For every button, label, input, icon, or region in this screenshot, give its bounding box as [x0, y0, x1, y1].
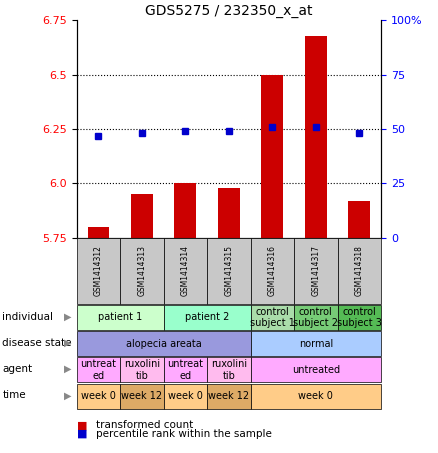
- Text: alopecia areata: alopecia areata: [126, 338, 201, 349]
- Bar: [77, 357, 120, 382]
- Text: time: time: [2, 390, 26, 400]
- Bar: [349, 201, 370, 238]
- Text: week 12: week 12: [208, 391, 249, 401]
- Bar: [207, 357, 251, 382]
- Bar: [164, 305, 251, 330]
- Text: ▶: ▶: [64, 338, 71, 348]
- Text: ■: ■: [77, 420, 87, 430]
- Text: control
subject 2: control subject 2: [293, 307, 338, 328]
- Text: ■: ■: [77, 429, 87, 439]
- Text: GSM1414317: GSM1414317: [311, 245, 320, 296]
- Bar: [120, 384, 164, 409]
- Bar: [338, 238, 381, 304]
- Text: control
subject 1: control subject 1: [250, 307, 295, 328]
- Bar: [88, 227, 109, 238]
- Text: week 12: week 12: [121, 391, 162, 401]
- Text: ruxolini
tib: ruxolini tib: [211, 359, 247, 381]
- Text: control
subject 3: control subject 3: [337, 307, 382, 328]
- Bar: [294, 305, 338, 330]
- Bar: [164, 357, 207, 382]
- Bar: [338, 305, 381, 330]
- Bar: [261, 75, 283, 238]
- Text: untreated: untreated: [292, 365, 340, 375]
- Bar: [305, 36, 327, 238]
- Bar: [120, 357, 164, 382]
- Text: ruxolini
tib: ruxolini tib: [124, 359, 160, 381]
- Text: percentile rank within the sample: percentile rank within the sample: [96, 429, 272, 439]
- Bar: [77, 331, 251, 356]
- Text: ▶: ▶: [64, 390, 71, 400]
- Text: GSM1414314: GSM1414314: [181, 245, 190, 296]
- Text: week 0: week 0: [81, 391, 116, 401]
- Bar: [251, 331, 381, 356]
- Text: GSM1414318: GSM1414318: [355, 245, 364, 296]
- Bar: [174, 183, 196, 238]
- Text: ▶: ▶: [64, 312, 71, 322]
- Text: patient 1: patient 1: [98, 312, 142, 323]
- Bar: [218, 188, 240, 238]
- Bar: [164, 238, 207, 304]
- Text: GSM1414313: GSM1414313: [138, 245, 146, 296]
- Text: disease state: disease state: [2, 338, 72, 348]
- Text: agent: agent: [2, 364, 32, 374]
- Bar: [131, 194, 153, 238]
- Text: normal: normal: [299, 338, 333, 349]
- Title: GDS5275 / 232350_x_at: GDS5275 / 232350_x_at: [145, 4, 313, 18]
- Bar: [120, 238, 164, 304]
- Text: week 0: week 0: [298, 391, 333, 401]
- Text: transformed count: transformed count: [96, 420, 194, 430]
- Bar: [77, 305, 164, 330]
- Bar: [164, 384, 207, 409]
- Text: ▶: ▶: [64, 364, 71, 374]
- Text: GSM1414312: GSM1414312: [94, 245, 103, 296]
- Text: week 0: week 0: [168, 391, 203, 401]
- Bar: [251, 357, 381, 382]
- Bar: [77, 384, 120, 409]
- Text: patient 2: patient 2: [185, 312, 230, 323]
- Bar: [207, 384, 251, 409]
- Text: individual: individual: [2, 312, 53, 322]
- Bar: [251, 305, 294, 330]
- Bar: [294, 238, 338, 304]
- Bar: [207, 238, 251, 304]
- Text: untreat
ed: untreat ed: [167, 359, 203, 381]
- Bar: [77, 238, 120, 304]
- Bar: [251, 238, 294, 304]
- Bar: [251, 384, 381, 409]
- Text: untreat
ed: untreat ed: [81, 359, 117, 381]
- Text: GSM1414315: GSM1414315: [224, 245, 233, 296]
- Text: GSM1414316: GSM1414316: [268, 245, 277, 296]
